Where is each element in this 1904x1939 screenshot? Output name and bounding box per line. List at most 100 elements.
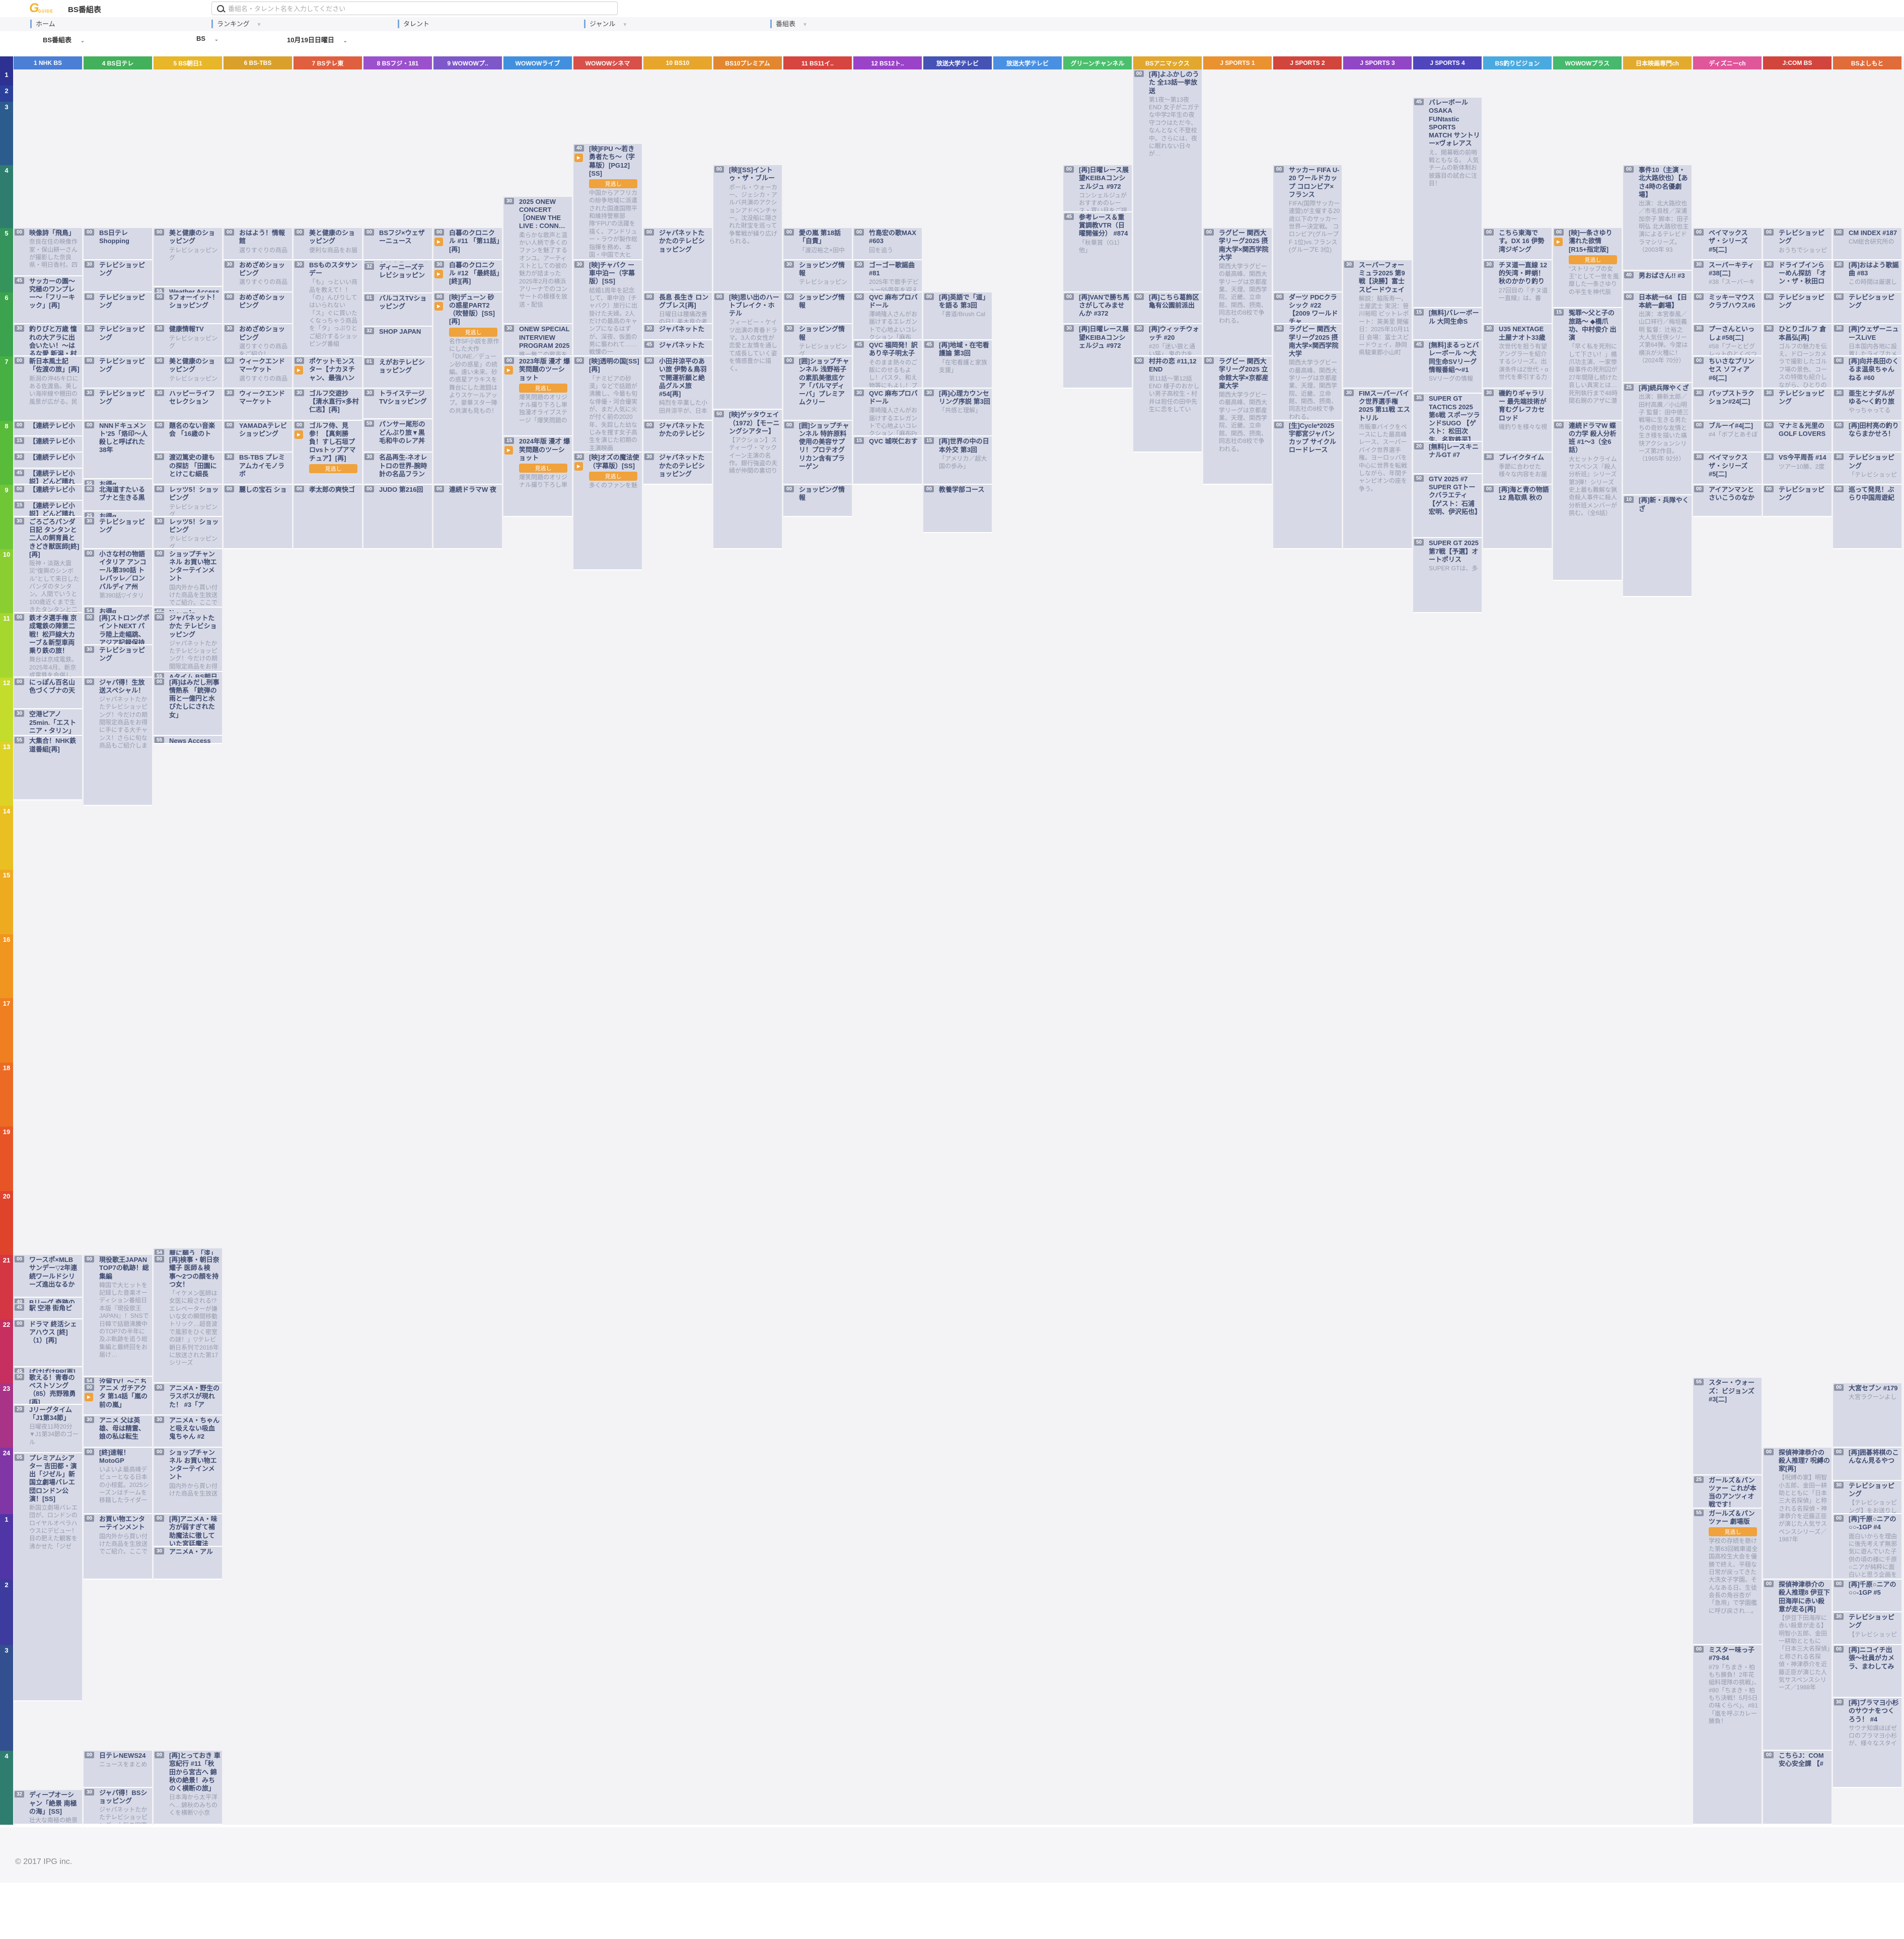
program-cell[interactable]: 30 磯釣りギャラリー 最先端技術が育むグレフカセロッド 磯釣りを様々な視 [1483, 388, 1552, 453]
program-cell[interactable]: 00 ▶ 白暮のクロニクル #11 「第11話」[再] [433, 228, 502, 260]
program-cell[interactable]: 00 5フォーイット！ショッピング [154, 292, 222, 325]
channel-header[interactable]: 9 WOWOWプ.. [433, 56, 502, 69]
program-cell[interactable]: 30 ラグビー 関西大学リーグ2025 摂南大学×関西学院大学 関西大学ラグビーの最… [1273, 324, 1342, 421]
program-cell[interactable]: 30 [再]日曜レース展望KEIBAコンシェルジュ #972 [1063, 324, 1132, 389]
program-cell[interactable]: 00 日テレNEWS24 ニュースをまとめ [84, 1751, 152, 1788]
program-cell[interactable]: 00 ミスター味っ子 #79-84 #79「ちまき・柏もち勝負！2年花組料理隊の挑戦… [1693, 1645, 1762, 1825]
program-cell[interactable]: 00 [再]英語で「道」を語る 第3回 「書道/Brush Cal [923, 292, 992, 341]
channel-header[interactable]: BS10プレミアム [713, 56, 782, 69]
program-cell[interactable]: 40 ▶ [映]FPU 〜若き勇者たち〜（字幕版）[PG12][SS] 見逃し 中国から… [573, 144, 642, 260]
program-cell[interactable]: 00 [再]田村亮の釣りならまかせろ！ [1833, 420, 1901, 453]
program-cell[interactable]: 30 ゴーゴー歌謡曲 #81 2025年で歌手デビュー55周年を迎え [853, 260, 922, 292]
program-cell[interactable]: 00 ジャパ得！生放送スペシャル！ ジャパネットたかたテレビショッピング！今だけの期… [84, 677, 152, 806]
program-cell[interactable]: 00 探偵神津恭介の殺人推理8 伊豆下田海岸に赤い殺意が走る[再] 【伊豆下田海岸に… [1763, 1580, 1832, 1751]
program-cell[interactable]: 00 麗しの宝石 ショ [224, 485, 292, 549]
program-cell[interactable]: 00 ちいさなプリンセス ソフィア#6[二] [1693, 356, 1762, 389]
channel-header[interactable]: 11 BS11イ.. [783, 56, 852, 69]
play-icon[interactable]: ▶ [85, 1393, 93, 1401]
program-cell[interactable]: 30 [再]おはよう歌謡曲 #83 この時間は厳選し [1833, 260, 1901, 292]
program-cell[interactable]: 00 [再]よふかしのうた 全13話一挙放送 第1夜〜第13夜 END 女子がニガテ… [1133, 69, 1202, 292]
program-cell[interactable]: 00 ショップチャンネル お買い物エンターテインメント 国内外から買い付けた商品を生… [154, 1447, 222, 1514]
program-cell[interactable]: 30 テレビショッピング 【テレビショッピング】をお送りし [1833, 1480, 1901, 1514]
program-cell[interactable]: 00 題名のない音楽会 「16歳のト [154, 420, 222, 453]
play-icon[interactable]: ▶ [1554, 238, 1563, 246]
program-cell[interactable]: 30 名品再生-ネオレトロの世界-腕時計の名品フラン [363, 453, 432, 485]
channel-header[interactable]: ディズニーch [1693, 56, 1762, 69]
play-icon[interactable]: ▶ [295, 366, 303, 375]
program-cell[interactable]: 00 JUDO 第216回 [363, 485, 432, 549]
program-cell[interactable]: 30 おめざめショッピング 選りすぐりの商品をご紹介！ [224, 324, 292, 356]
program-cell[interactable]: 00 テレビショッピング [1763, 485, 1832, 517]
program-cell[interactable]: 00 [再]とっておき 車窓紀行 #11「秋田から宮古へ 錦秋の絶景！みちのく横断… [154, 1751, 222, 1825]
program-cell[interactable]: 45 ジャパネットた [643, 340, 712, 356]
channel-header[interactable]: J SPORTS 3 [1343, 56, 1412, 69]
program-cell[interactable]: 55 大集合！NHK鉄道番組[再] [14, 736, 82, 800]
program-cell[interactable]: 15 冤罪〜父と子の旅路〜 ◆橋爪功、中村俊介 出演 「早く私を死刑にして下さい！」… [1553, 308, 1622, 421]
program-cell[interactable]: 00 [再]ストロングポイントNEXT パラ陸上走幅跳、アジア記録保持 [84, 613, 152, 645]
filter-date[interactable]: 10月19日日曜日 ⌄ [287, 36, 347, 44]
program-cell[interactable]: 20 [無料]レースキニナルGT #7 [1413, 442, 1482, 474]
program-cell[interactable]: 00 ▶ [映]一条さゆり 濡れた欲情 [R15+指定版] 見逃し “ストリップの女王”… [1553, 228, 1622, 309]
program-cell[interactable]: 01 バルコスTVショッピング [363, 293, 432, 327]
program-cell[interactable]: 54 暦に願う 「漆」 [154, 1248, 222, 1257]
program-cell[interactable]: 30 BSものスタサンデー 「も」っといい商品を教えて！！「の」んびりしてはいられな… [294, 260, 362, 356]
program-cell[interactable]: 30 テレビショッピング [1763, 388, 1832, 421]
program-cell[interactable]: 00 日本統一64 【日本統一劇場】 出演：本宮泰風／山口祥行／梅垣義明 監督：辻裕… [1623, 292, 1692, 384]
program-cell[interactable]: 00 美と健康のショッピング 便利な商品をお届 [294, 228, 362, 260]
missed-broadcast-badge[interactable]: 見逃し [519, 464, 567, 473]
program-cell[interactable]: 00 [映]思い出のハートブレイク・ホテル フィービー・ケイツ出演の青春ドラマ。3人… [713, 292, 782, 410]
program-cell[interactable]: 00 [再]千原○ニアの○○-1GP #5 [1833, 1580, 1901, 1612]
program-cell[interactable]: 30 U35 NEXTAGE 土屋ナオト33歳 次世代を担う有望アングラーを紹介する… [1483, 324, 1552, 389]
program-cell[interactable]: 59 パンサー尾形のどんぶり旅▼黒毛和牛のレア丼 [363, 419, 432, 453]
program-cell[interactable]: 00 [映]透明の国[SS][再] 「ナミビアの砂漠」などで話題が沸騰し、今最も旬な… [573, 356, 642, 453]
program-cell[interactable]: 00 マナミ＆光里のGOLF LOVERS [1763, 420, 1832, 453]
program-cell[interactable]: 00 美と健康のショッピング テレビショッピン [154, 356, 222, 389]
channel-header[interactable]: グリーンチャンネル [1063, 56, 1132, 69]
program-cell[interactable]: 32 SHOP JAPAN [363, 326, 432, 358]
program-cell[interactable]: 30 ごろごろパンダ日記 タンタンと二人の飼育員ときどき獣医師[終][再] 阪神・淡… [14, 516, 82, 613]
program-cell[interactable]: 00 ショップチャンネル お買い物エンターテインメント 国内外から買い付けた商品を生… [154, 549, 222, 608]
program-cell[interactable]: 00 テレビショッピング おうちでショッピ [1763, 228, 1832, 260]
play-icon[interactable]: ▶ [434, 302, 443, 311]
program-cell[interactable]: 00 CM INDEX #187 CM総合研究所の [1833, 228, 1901, 260]
program-cell[interactable]: 35 SUPER GT TACTICS 2025 第6戦 スポーツランドSUGO … [1413, 394, 1482, 442]
program-cell[interactable]: 00 [囲]ショップチャンネル 特許原料使用の美容サプリ！プロテオグリカン含有プラ… [783, 420, 852, 485]
program-cell[interactable]: 15 ▶ 2024年版 漫才 爆笑問題のツーショット 見逃し 爆笑問題のオリジナル撮り下… [503, 436, 572, 517]
program-cell[interactable]: 00 [囲]ショップチャンネル 浅野裕子の素肌美徹底ケア「パルマディーバ」プレミア… [783, 356, 852, 421]
program-cell[interactable]: 00 巡って発見！ぶらり中国周遊紀 [1833, 485, 1901, 549]
program-cell[interactable]: 00 BS日テレ Shopping [84, 228, 152, 260]
program-cell[interactable]: 30 ▶ [映]オズの魔法使（字幕版）[SS] 見逃し 多くのファンを魅 [573, 453, 642, 570]
program-cell[interactable]: 50 GTV 2025 #7 SUPER GTトークバラエティ 【ゲスト：石浦宏明… [1413, 474, 1482, 539]
program-cell[interactable]: 30 [再]ブラマヨ小杉のサウナをつくろう！ #4 サウナ知識ほぼゼロのブラマヨ小杉… [1833, 1698, 1901, 1788]
program-cell[interactable]: 30 スーパーキティ #38[二] #38「スーパーキ [1693, 260, 1762, 292]
program-cell[interactable]: 00 [再]検事・朝日奈耀子 医師＆検事〜2つの顔を持つ女！ 「イケメン医師は女医に… [154, 1255, 222, 1383]
program-cell[interactable]: 20 Jリーグタイム「J1第34節」 日曜夜11時20分▼J1第34節のゴール [14, 1404, 82, 1453]
play-icon[interactable]: ▶ [434, 269, 443, 278]
channel-header[interactable]: J SPORTS 1 [1203, 56, 1272, 69]
program-cell[interactable]: 00 お買い物エンターテインメント 国内外から買い付けた商品を生放送でご紹介。ここで [84, 1514, 152, 1580]
filter-table-type[interactable]: BS番組表 ⌄ [43, 36, 85, 44]
program-cell[interactable]: 30 FIMスーパーバイク世界選手権2025 第11戦 エストリル 市販車バイクをベ… [1343, 388, 1412, 549]
program-cell[interactable]: 00 NNNドキュメント’25「烙印〜人殺しと呼ばれた38年 [84, 420, 152, 480]
play-icon[interactable]: ▶ [434, 238, 443, 246]
channel-header[interactable]: J SPORTS 2 [1273, 56, 1342, 69]
program-cell[interactable]: 30 釣りびと万歳 憧れの大アラに出会いたい！〜はるな愛 新潟・村 [14, 324, 82, 356]
channel-header[interactable]: WOWOWシネマ [573, 56, 642, 69]
program-cell[interactable]: 00 ラグビー 関西大学リーグ2025 摂南大学×関西学院大学 関西大学ラグビーの最… [1203, 228, 1272, 356]
program-cell[interactable]: 00 [再]はみだし刑事情熱系 「銃弾の雨と一億円と水びたしにされた女」 [154, 677, 222, 736]
program-cell[interactable]: 00 おはよう！情報館 選りすぐりの商品 [224, 228, 292, 260]
program-cell[interactable]: 00 ドラマ 終活シェアハウス [終]（1）[再] [14, 1319, 82, 1368]
missed-broadcast-badge[interactable]: 見逃し [519, 383, 567, 393]
channel-header[interactable]: 10 BS10 [643, 56, 712, 69]
play-icon[interactable]: ▶ [504, 366, 513, 375]
program-cell[interactable]: 30 アニメA・ちゃんと吸えない吸血鬼ちゃん #2 [154, 1415, 222, 1448]
program-cell[interactable]: 00 [再]日曜レース展望KEIBAコンシェルジュ #972 コンシェルジュがおすす… [1063, 165, 1132, 212]
program-cell[interactable]: 00 [生]Cycle*2025 宇都宮ジャパンカップ サイクルロードレース [1273, 420, 1342, 549]
program-cell[interactable]: 45 [無料]まるっとバレーボール 〜大同生命SVリーグ情報番組〜#1 SVリーグの… [1413, 340, 1482, 394]
program-cell[interactable]: 55 ガールズ＆パンツァー 劇場版 見逃し 学校の存続を懸けた第63回戦車道全国高校生… [1693, 1508, 1762, 1645]
channel-header[interactable]: WOWOWライブ [503, 56, 572, 69]
program-cell[interactable]: 00 ▶ アニメ ガチアクタ 第14話「嵐の前の嵐」 [84, 1383, 152, 1415]
program-cell[interactable]: 00 アニメA・野生のラスボスが現れた！ #3「ア [154, 1383, 222, 1415]
program-cell[interactable]: 00 鉄オタ選手権 京成電鉄の陣第二戦！松戸線大カーブ＆新型車両 乗り鉄の旅！ 舞台… [14, 613, 82, 678]
